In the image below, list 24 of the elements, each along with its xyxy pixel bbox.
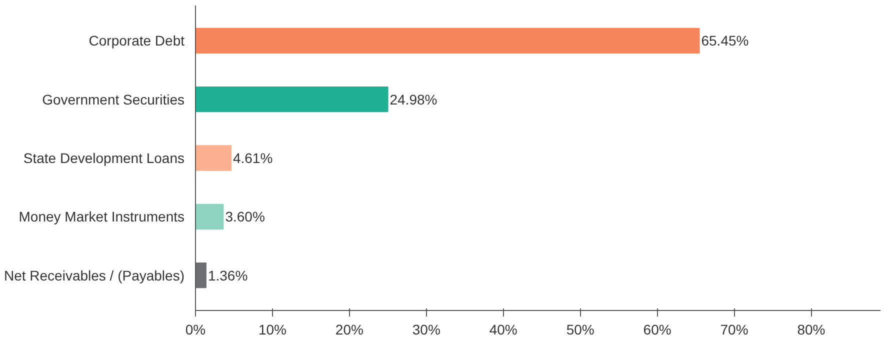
y-tick-label: Corporate Debt	[88, 32, 185, 49]
x-tick-label: 70%	[720, 322, 748, 338]
x-tick-label: 30%	[412, 322, 440, 338]
data-label: 4.61%	[232, 150, 273, 166]
y-tick-label: Money Market Instruments	[18, 208, 185, 225]
data-label: 3.60%	[225, 208, 265, 225]
data-label: 1.36%	[208, 267, 248, 284]
x-tick-label: 0%	[185, 322, 206, 338]
bar	[196, 204, 224, 230]
bar	[196, 262, 206, 288]
x-tick-label: 40%	[489, 322, 518, 338]
x-tick-label: 20%	[335, 322, 364, 338]
y-tick-label: State Development Loans	[23, 150, 185, 166]
x-tick-label: 10%	[258, 322, 286, 338]
bar	[196, 145, 232, 171]
x-tick-label: 50%	[566, 322, 594, 338]
data-label: 24.98%	[390, 91, 438, 108]
y-tick-label: Government Securities	[42, 91, 185, 108]
bar	[196, 28, 700, 54]
x-tick-label: 80%	[797, 322, 826, 338]
bar	[196, 86, 388, 112]
y-tick-label: Net Receivables / (Payables)	[4, 267, 185, 284]
x-tick-label: 60%	[643, 322, 672, 338]
data-label: 65.45%	[701, 32, 749, 49]
